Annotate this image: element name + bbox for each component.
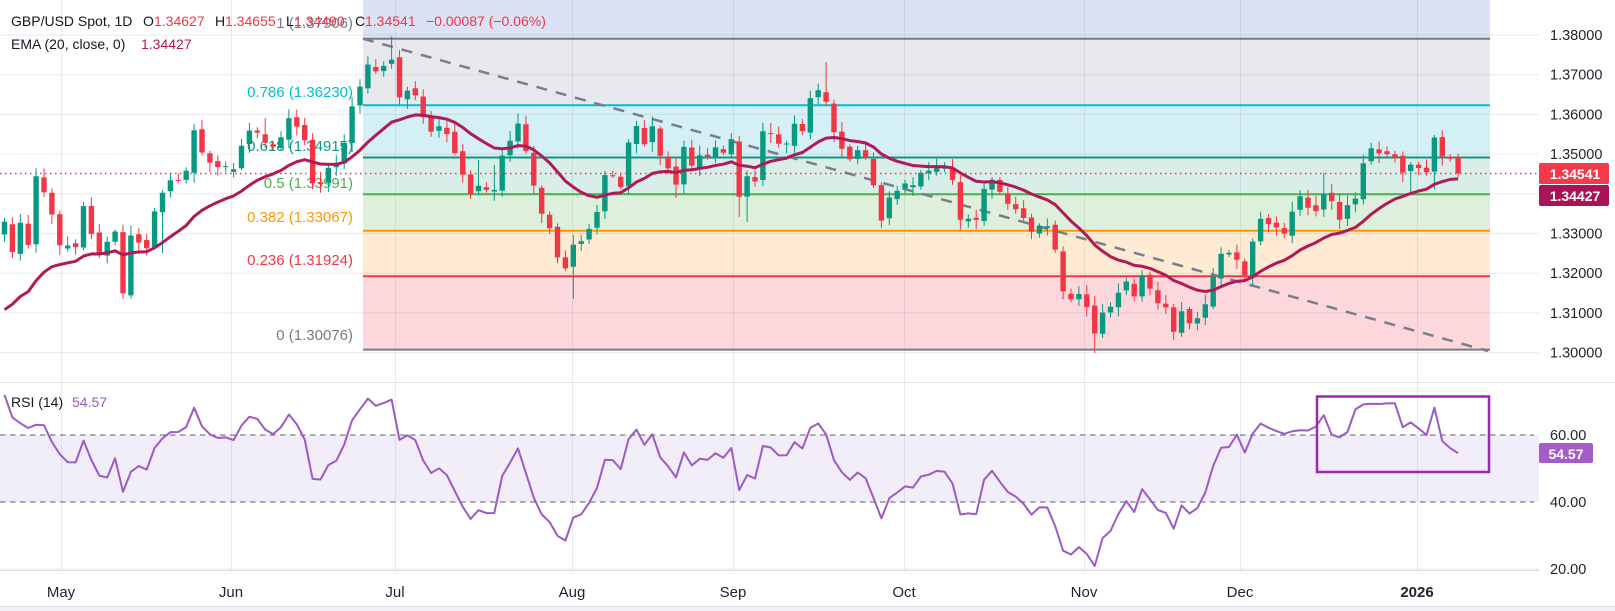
svg-text:1 (1.37906): 1 (1.37906) — [276, 15, 353, 32]
svg-text:0.236 (1.31924): 0.236 (1.31924) — [247, 252, 353, 269]
svg-text:1.34627: 1.34627 — [154, 13, 205, 29]
svg-text:Oct: Oct — [892, 584, 916, 601]
svg-text:1.34541: 1.34541 — [365, 13, 416, 29]
svg-text:Sep: Sep — [720, 584, 747, 601]
svg-text:0.382 (1.33067): 0.382 (1.33067) — [247, 209, 353, 226]
svg-text:40.00: 40.00 — [1550, 495, 1586, 511]
svg-text:1.31000: 1.31000 — [1550, 306, 1602, 322]
svg-text:1.32000: 1.32000 — [1550, 266, 1602, 282]
svg-text:GBP/USD Spot, 1D: GBP/USD Spot, 1D — [11, 13, 132, 29]
svg-text:May: May — [47, 584, 76, 601]
svg-text:60.00: 60.00 — [1550, 428, 1586, 444]
svg-text:1.34490: 1.34490 — [294, 13, 345, 29]
svg-text:H: H — [215, 13, 225, 29]
svg-text:−0.00087 (−0.06%): −0.00087 (−0.06%) — [426, 13, 546, 29]
svg-text:O: O — [143, 13, 154, 29]
svg-text:0 (1.30076): 0 (1.30076) — [276, 327, 353, 344]
svg-text:1.34541: 1.34541 — [1550, 166, 1601, 182]
svg-text:0.5 (1.33991): 0.5 (1.33991) — [264, 175, 353, 192]
svg-text:1.33000: 1.33000 — [1550, 227, 1602, 243]
svg-text:1.38000: 1.38000 — [1550, 28, 1602, 44]
svg-text:1.34427: 1.34427 — [141, 36, 192, 52]
svg-text:RSI (14): RSI (14) — [11, 394, 63, 410]
svg-text:54.57: 54.57 — [1548, 446, 1583, 462]
svg-text:2026: 2026 — [1400, 584, 1433, 601]
svg-text:L: L — [286, 13, 294, 29]
svg-text:Jun: Jun — [219, 584, 243, 601]
svg-text:Aug: Aug — [559, 584, 586, 601]
svg-text:EMA (20, close, 0): EMA (20, close, 0) — [11, 36, 125, 52]
svg-text:1.34427: 1.34427 — [1550, 188, 1601, 204]
svg-text:54.57: 54.57 — [72, 394, 107, 410]
svg-text:Jul: Jul — [385, 584, 404, 601]
svg-text:1.34655: 1.34655 — [225, 13, 276, 29]
svg-text:Nov: Nov — [1071, 584, 1098, 601]
svg-text:0.786 (1.36230): 0.786 (1.36230) — [247, 84, 353, 101]
svg-text:1.37000: 1.37000 — [1550, 68, 1602, 84]
svg-text:C: C — [355, 13, 365, 29]
svg-text:1.35000: 1.35000 — [1550, 147, 1602, 163]
svg-text:1.36000: 1.36000 — [1550, 107, 1602, 123]
svg-text:20.00: 20.00 — [1550, 562, 1586, 578]
svg-text:1.30000: 1.30000 — [1550, 346, 1602, 362]
svg-text:Dec: Dec — [1227, 584, 1254, 601]
